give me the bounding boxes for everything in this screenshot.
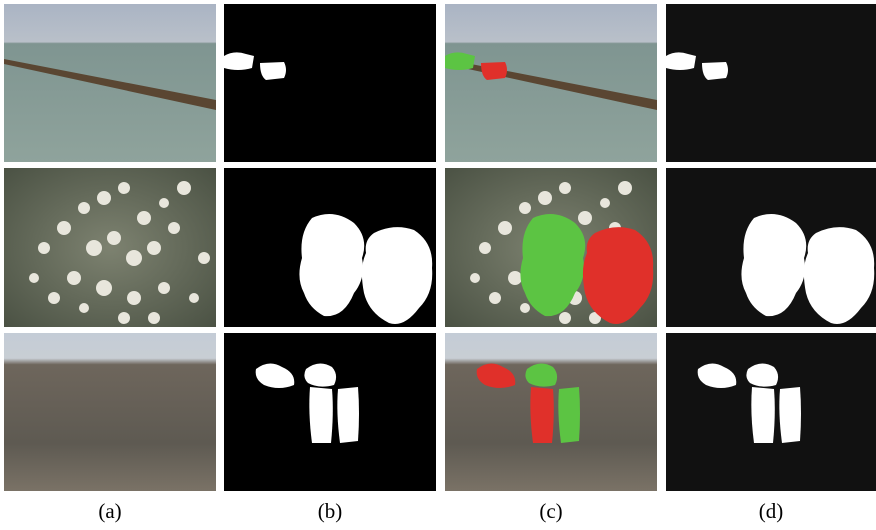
mask	[224, 333, 436, 491]
result	[666, 4, 876, 162]
overlay	[445, 333, 657, 491]
overlay	[445, 4, 657, 162]
mask	[224, 4, 436, 162]
photo	[4, 4, 216, 162]
result	[666, 168, 876, 327]
panel-label: (b)	[318, 499, 343, 523]
panel-label: (c)	[539, 499, 562, 523]
mask	[224, 168, 436, 327]
figure: (a) (b) (c) (d)	[0, 0, 876, 530]
overlay	[445, 168, 657, 327]
panel-label: (a)	[98, 499, 121, 523]
photo	[4, 168, 216, 327]
panel-label: (d)	[759, 499, 784, 523]
photo	[4, 333, 216, 491]
result	[666, 333, 876, 491]
